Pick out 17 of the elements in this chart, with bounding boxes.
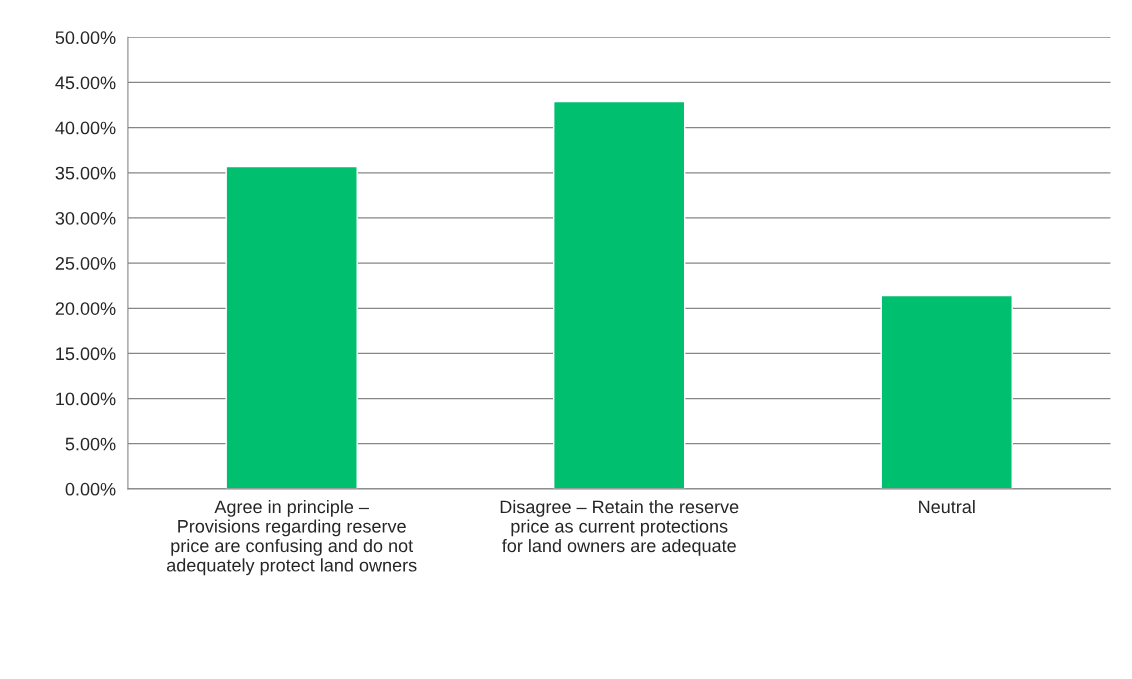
y-tick-label: 45.00%: [55, 76, 116, 90]
y-tick-label: 50.00%: [55, 31, 116, 45]
x-tick-label: Neutral: [919, 499, 975, 514]
y-tick-label: 5.00%: [65, 437, 116, 451]
x-tick-label: Agree in principle – Provisions regarding reserve price are confusing and do not adequately protect land owners: [166, 499, 417, 576]
y-tick-label: 30.00%: [55, 211, 116, 225]
y-tick-label: 40.00%: [55, 121, 116, 135]
y-tick-label: 35.00%: [55, 166, 116, 180]
y-tick-label: 20.00%: [55, 302, 116, 315]
bar: [553, 100, 686, 489]
bar: [880, 294, 1013, 489]
y-tick-label: 10.00%: [56, 392, 116, 406]
y-tick-label: 15.00%: [56, 347, 116, 361]
bar: [225, 165, 358, 489]
x-tick-label: Disagree – Retain the reserve price as current protections for land owners are adequate: [500, 499, 739, 556]
y-tick-label: 25.00%: [55, 257, 116, 270]
y-tick-label: 0.00%: [65, 482, 116, 496]
